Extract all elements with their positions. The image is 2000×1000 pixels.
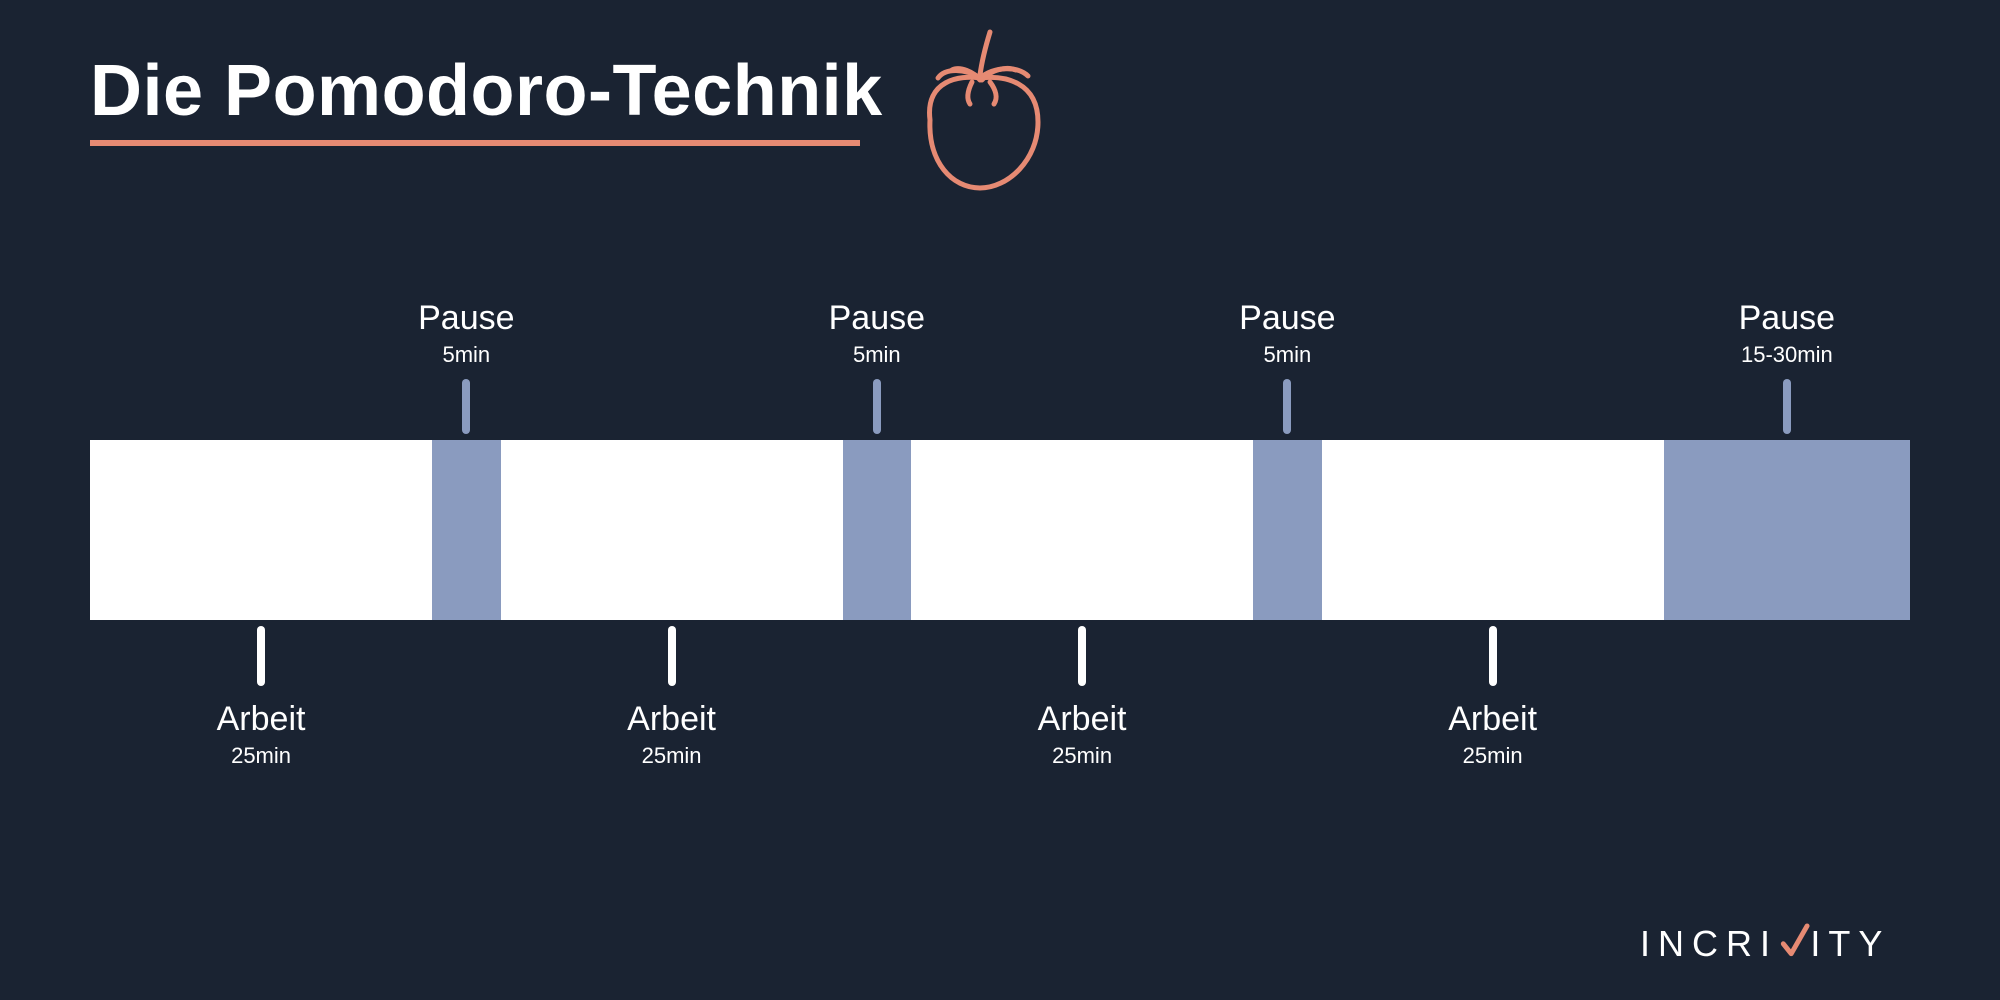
pause-label-sub: 5min xyxy=(418,342,514,368)
logo-text-after: ITY xyxy=(1810,923,1890,965)
timeline-bar xyxy=(90,440,1910,620)
pause-label-sub: 5min xyxy=(1239,342,1335,368)
pause-tick xyxy=(1783,379,1791,434)
work-tick xyxy=(1489,626,1497,686)
logo-text-before: INCRI xyxy=(1640,923,1778,965)
work-segment xyxy=(501,440,843,620)
pause-label-title: Pause xyxy=(1739,299,1835,338)
tomato-icon xyxy=(890,20,1070,205)
page-title: Die Pomodoro-Technik xyxy=(90,50,883,132)
work-label: Arbeit 25min xyxy=(1448,700,1537,769)
work-label: Arbeit 25min xyxy=(217,700,306,769)
pause-label-title: Pause xyxy=(829,299,925,338)
pause-label: Pause 5min xyxy=(829,299,925,368)
title-block: Die Pomodoro-Technik xyxy=(90,50,883,132)
work-segment xyxy=(1322,440,1664,620)
work-label-title: Arbeit xyxy=(627,700,716,739)
work-label-title: Arbeit xyxy=(1448,700,1537,739)
work-label-sub: 25min xyxy=(1448,743,1537,769)
work-segment xyxy=(911,440,1253,620)
pause-label-sub: 15-30min xyxy=(1739,342,1835,368)
pause-label: Pause 15-30min xyxy=(1739,299,1835,368)
work-label-sub: 25min xyxy=(217,743,306,769)
pause-label: Pause 5min xyxy=(1239,299,1335,368)
work-label: Arbeit 25min xyxy=(1038,700,1127,769)
pause-tick xyxy=(462,379,470,434)
pause-label-title: Pause xyxy=(418,299,514,338)
pause-label: Pause 5min xyxy=(418,299,514,368)
work-label-title: Arbeit xyxy=(1038,700,1127,739)
pause-label-sub: 5min xyxy=(829,342,925,368)
infographic-canvas: Die Pomodoro-Technik INCRI ITY Pause 5mi… xyxy=(0,0,2000,1000)
work-tick xyxy=(668,626,676,686)
work-label-sub: 25min xyxy=(1038,743,1127,769)
pause-segment xyxy=(432,440,500,620)
brand-logo: INCRI ITY xyxy=(1640,920,1890,969)
logo-checkmark-icon xyxy=(1778,922,1810,971)
work-tick xyxy=(1078,626,1086,686)
work-segment xyxy=(90,440,432,620)
pause-segment xyxy=(1253,440,1321,620)
work-tick xyxy=(257,626,265,686)
pause-segment xyxy=(1664,440,1910,620)
pause-label-title: Pause xyxy=(1239,299,1335,338)
pause-tick xyxy=(1283,379,1291,434)
work-label-sub: 25min xyxy=(627,743,716,769)
pause-segment xyxy=(843,440,911,620)
work-label: Arbeit 25min xyxy=(627,700,716,769)
work-label-title: Arbeit xyxy=(217,700,306,739)
pause-tick xyxy=(873,379,881,434)
title-underline xyxy=(90,140,860,146)
